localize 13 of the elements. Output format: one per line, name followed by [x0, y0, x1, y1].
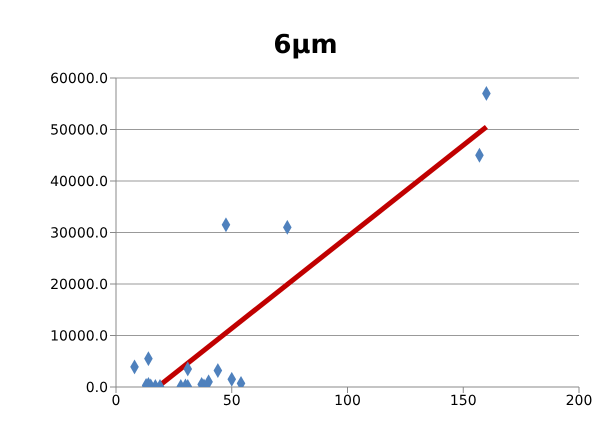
x-tick-label: 0	[112, 392, 120, 409]
x-tick-label: 50	[222, 392, 241, 409]
chart-title: 6µm	[272, 29, 339, 60]
y-tick-label: 40000.0	[50, 174, 108, 190]
y-tick-label: 20000.0	[50, 276, 108, 293]
y-tick-label: 0.0	[86, 380, 108, 396]
x-tick-label: 200	[566, 392, 592, 409]
y-tick-label: 30000.0	[50, 225, 108, 242]
y-tick-label: 60000.0	[50, 70, 108, 87]
x-tick-label: 150	[450, 392, 477, 409]
x-tick-label: 100	[334, 392, 361, 409]
y-tick-label: 10000.0	[50, 328, 108, 344]
y-tick-label: 50000.0	[50, 122, 108, 138]
